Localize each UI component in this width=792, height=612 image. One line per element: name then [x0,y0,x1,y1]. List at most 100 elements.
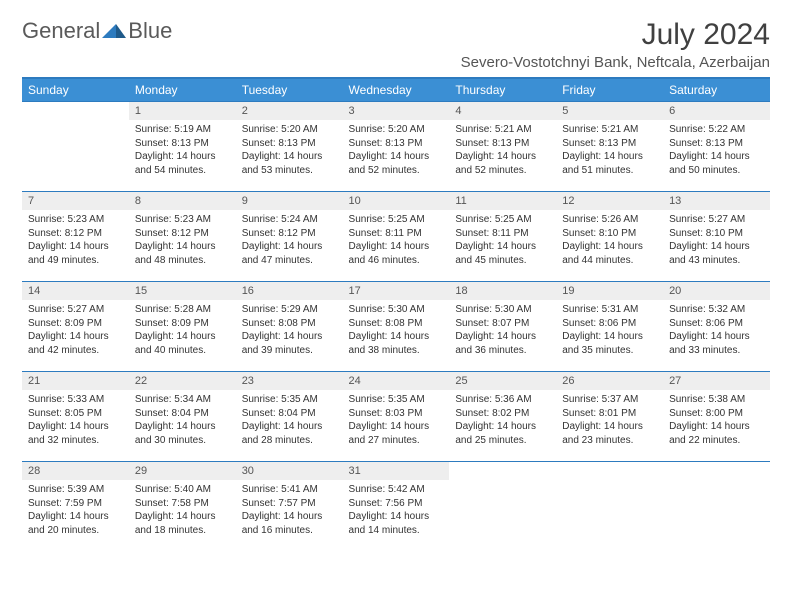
sunset-text: Sunset: 8:10 PM [669,227,764,241]
sunrise-text: Sunrise: 5:33 AM [28,393,123,407]
sunrise-text: Sunrise: 5:39 AM [28,483,123,497]
day-number: 29 [129,462,236,480]
calendar-cell: 19Sunrise: 5:31 AMSunset: 8:06 PMDayligh… [556,282,663,372]
day-number: 11 [449,192,556,210]
calendar-cell: 15Sunrise: 5:28 AMSunset: 8:09 PMDayligh… [129,282,236,372]
sunset-text: Sunset: 8:00 PM [669,407,764,421]
calendar-cell: 24Sunrise: 5:35 AMSunset: 8:03 PMDayligh… [343,372,450,462]
calendar-cell: 6Sunrise: 5:22 AMSunset: 8:13 PMDaylight… [663,102,770,192]
calendar-cell: 18Sunrise: 5:30 AMSunset: 8:07 PMDayligh… [449,282,556,372]
sunset-text: Sunset: 8:10 PM [562,227,657,241]
day-number: 20 [663,282,770,300]
sunset-text: Sunset: 8:12 PM [28,227,123,241]
sunset-text: Sunset: 8:06 PM [562,317,657,331]
sunrise-text: Sunrise: 5:20 AM [242,123,337,137]
sunset-text: Sunset: 8:11 PM [455,227,550,241]
day-details: Sunrise: 5:23 AMSunset: 8:12 PMDaylight:… [129,210,236,270]
sunset-text: Sunset: 8:09 PM [135,317,230,331]
day-header-row: SundayMondayTuesdayWednesdayThursdayFrid… [22,78,770,102]
day-number: 15 [129,282,236,300]
sunset-text: Sunset: 8:03 PM [349,407,444,421]
sunrise-text: Sunrise: 5:26 AM [562,213,657,227]
day-number: 22 [129,372,236,390]
calendar-week: 14Sunrise: 5:27 AMSunset: 8:09 PMDayligh… [22,282,770,372]
sunrise-text: Sunrise: 5:23 AM [135,213,230,227]
sunrise-text: Sunrise: 5:25 AM [349,213,444,227]
sunrise-text: Sunrise: 5:28 AM [135,303,230,317]
sunrise-text: Sunrise: 5:35 AM [349,393,444,407]
sunrise-text: Sunrise: 5:30 AM [349,303,444,317]
day-number: 16 [236,282,343,300]
day-details: Sunrise: 5:32 AMSunset: 8:06 PMDaylight:… [663,300,770,360]
day-number: 30 [236,462,343,480]
daylight-text: Daylight: 14 hours and 40 minutes. [135,330,230,357]
day-details: Sunrise: 5:33 AMSunset: 8:05 PMDaylight:… [22,390,129,450]
calendar-table: SundayMondayTuesdayWednesdayThursdayFrid… [22,77,770,552]
sunrise-text: Sunrise: 5:21 AM [562,123,657,137]
sunset-text: Sunset: 8:02 PM [455,407,550,421]
sunrise-text: Sunrise: 5:32 AM [669,303,764,317]
day-number: 1 [129,102,236,120]
sunset-text: Sunset: 8:07 PM [455,317,550,331]
day-details: Sunrise: 5:31 AMSunset: 8:06 PMDaylight:… [556,300,663,360]
calendar-cell: 1Sunrise: 5:19 AMSunset: 8:13 PMDaylight… [129,102,236,192]
sunset-text: Sunset: 8:13 PM [349,137,444,151]
calendar-cell: 5Sunrise: 5:21 AMSunset: 8:13 PMDaylight… [556,102,663,192]
day-number: 5 [556,102,663,120]
sunset-text: Sunset: 8:05 PM [28,407,123,421]
calendar-cell: 14Sunrise: 5:27 AMSunset: 8:09 PMDayligh… [22,282,129,372]
sunset-text: Sunset: 8:04 PM [242,407,337,421]
day-number: 8 [129,192,236,210]
daylight-text: Daylight: 14 hours and 54 minutes. [135,150,230,177]
day-details: Sunrise: 5:38 AMSunset: 8:00 PMDaylight:… [663,390,770,450]
calendar-cell: 8Sunrise: 5:23 AMSunset: 8:12 PMDaylight… [129,192,236,282]
day-details: Sunrise: 5:39 AMSunset: 7:59 PMDaylight:… [22,480,129,540]
day-number: 28 [22,462,129,480]
calendar-cell: 20Sunrise: 5:32 AMSunset: 8:06 PMDayligh… [663,282,770,372]
daylight-text: Daylight: 14 hours and 30 minutes. [135,420,230,447]
daylight-text: Daylight: 14 hours and 23 minutes. [562,420,657,447]
day-details: Sunrise: 5:35 AMSunset: 8:03 PMDaylight:… [343,390,450,450]
calendar-cell: 10Sunrise: 5:25 AMSunset: 8:11 PMDayligh… [343,192,450,282]
calendar-week: 21Sunrise: 5:33 AMSunset: 8:05 PMDayligh… [22,372,770,462]
day-header: Tuesday [236,78,343,102]
daylight-text: Daylight: 14 hours and 38 minutes. [349,330,444,357]
calendar-cell: 12Sunrise: 5:26 AMSunset: 8:10 PMDayligh… [556,192,663,282]
daylight-text: Daylight: 14 hours and 49 minutes. [28,240,123,267]
calendar-cell: 7Sunrise: 5:23 AMSunset: 8:12 PMDaylight… [22,192,129,282]
sunset-text: Sunset: 7:58 PM [135,497,230,511]
calendar-cell: 29Sunrise: 5:40 AMSunset: 7:58 PMDayligh… [129,462,236,552]
calendar-cell: 17Sunrise: 5:30 AMSunset: 8:08 PMDayligh… [343,282,450,372]
day-details: Sunrise: 5:37 AMSunset: 8:01 PMDaylight:… [556,390,663,450]
day-details: Sunrise: 5:35 AMSunset: 8:04 PMDaylight:… [236,390,343,450]
daylight-text: Daylight: 14 hours and 53 minutes. [242,150,337,177]
daylight-text: Daylight: 14 hours and 43 minutes. [669,240,764,267]
sunrise-text: Sunrise: 5:24 AM [242,213,337,227]
sunrise-text: Sunrise: 5:30 AM [455,303,550,317]
sunrise-text: Sunrise: 5:19 AM [135,123,230,137]
sunset-text: Sunset: 8:01 PM [562,407,657,421]
day-number: 3 [343,102,450,120]
daylight-text: Daylight: 14 hours and 42 minutes. [28,330,123,357]
sunrise-text: Sunrise: 5:41 AM [242,483,337,497]
daylight-text: Daylight: 14 hours and 50 minutes. [669,150,764,177]
daylight-text: Daylight: 14 hours and 52 minutes. [349,150,444,177]
sunrise-text: Sunrise: 5:29 AM [242,303,337,317]
calendar-week: 1Sunrise: 5:19 AMSunset: 8:13 PMDaylight… [22,102,770,192]
sunset-text: Sunset: 8:06 PM [669,317,764,331]
location: Severo-Vostotchnyi Bank, Neftcala, Azerb… [461,54,770,71]
day-number: 19 [556,282,663,300]
sunrise-text: Sunrise: 5:38 AM [669,393,764,407]
daylight-text: Daylight: 14 hours and 35 minutes. [562,330,657,357]
daylight-text: Daylight: 14 hours and 14 minutes. [349,510,444,537]
calendar-cell: 2Sunrise: 5:20 AMSunset: 8:13 PMDaylight… [236,102,343,192]
day-header: Thursday [449,78,556,102]
sunrise-text: Sunrise: 5:34 AM [135,393,230,407]
sunset-text: Sunset: 8:12 PM [135,227,230,241]
calendar-week: 7Sunrise: 5:23 AMSunset: 8:12 PMDaylight… [22,192,770,282]
day-details: Sunrise: 5:28 AMSunset: 8:09 PMDaylight:… [129,300,236,360]
daylight-text: Daylight: 14 hours and 39 minutes. [242,330,337,357]
sunset-text: Sunset: 8:08 PM [349,317,444,331]
day-number: 10 [343,192,450,210]
sunset-text: Sunset: 8:13 PM [562,137,657,151]
